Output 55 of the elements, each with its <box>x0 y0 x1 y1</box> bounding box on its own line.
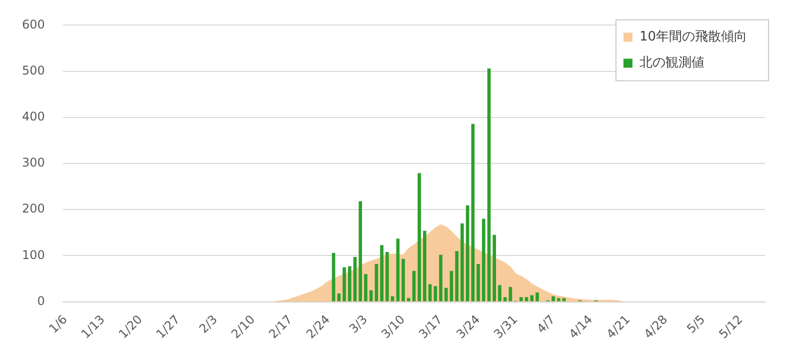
x-tick-label: 1/6 <box>46 312 70 336</box>
x-tick-label: 2/3 <box>196 312 220 336</box>
bar <box>492 234 496 302</box>
bar <box>519 297 523 302</box>
y-tick-label: 300 <box>22 156 45 170</box>
bar <box>358 201 362 302</box>
legend-label: 北の観測値 <box>639 56 704 71</box>
bar <box>369 290 373 302</box>
y-tick-label: 200 <box>22 202 45 216</box>
bar <box>466 205 470 302</box>
bar <box>423 230 426 302</box>
bar <box>487 68 491 302</box>
bar <box>380 245 384 302</box>
bar <box>450 270 454 302</box>
bar <box>428 284 432 302</box>
bar <box>503 297 507 302</box>
bar <box>482 218 486 302</box>
bar <box>455 251 458 302</box>
bar <box>524 297 528 302</box>
bar <box>562 298 566 302</box>
bar <box>374 264 378 302</box>
bar <box>348 266 352 302</box>
x-tick-label: 5/5 <box>684 312 708 336</box>
bar <box>460 223 464 302</box>
bar <box>476 264 480 302</box>
y-tick-label: 100 <box>22 248 45 262</box>
x-tick-label: 3/3 <box>346 312 370 336</box>
y-tick-label: 600 <box>22 17 45 32</box>
bar <box>556 298 560 302</box>
bar <box>552 296 555 302</box>
legend-label: 10年間の飛散傾向 <box>639 30 748 45</box>
bar <box>385 252 389 302</box>
bar <box>390 296 394 302</box>
bar <box>508 287 512 302</box>
bar <box>337 293 341 302</box>
bar <box>412 270 416 302</box>
bar <box>498 285 502 302</box>
bar <box>342 267 346 302</box>
bar <box>402 258 405 302</box>
y-tick-label: 500 <box>22 63 45 78</box>
bar <box>530 295 534 302</box>
y-tick-label: 400 <box>22 110 45 124</box>
x-tick-label: 4/7 <box>534 312 558 336</box>
bar <box>396 238 400 302</box>
bar <box>364 274 368 302</box>
bar <box>439 254 442 302</box>
bar <box>434 286 438 302</box>
bar <box>406 298 410 302</box>
bar <box>353 257 357 302</box>
bar <box>444 288 448 302</box>
bar <box>418 173 421 302</box>
bar <box>471 124 475 302</box>
bar <box>332 252 336 302</box>
y-tick-label: 0 <box>37 294 45 308</box>
bar <box>536 292 539 302</box>
